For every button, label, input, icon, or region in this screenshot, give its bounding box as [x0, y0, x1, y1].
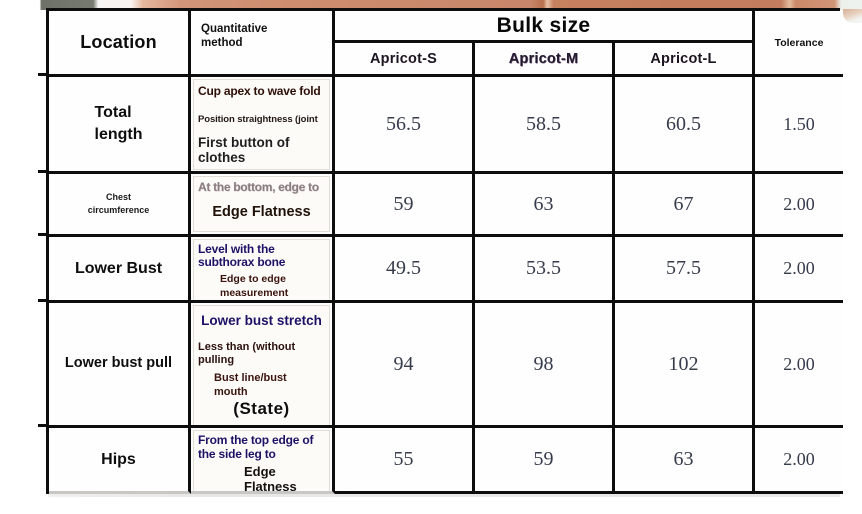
row-label-line: Chest — [105, 191, 131, 202]
column-header-apricot-m: Apricot-M — [475, 43, 615, 77]
value: 98 — [533, 352, 554, 375]
column-header-apricot-l: Apricot-L — [615, 43, 755, 77]
header-label: Location — [80, 32, 157, 52]
method-line: Less than (without pulling — [198, 340, 296, 366]
background-photo-strip — [0, 0, 862, 10]
value: 67 — [673, 192, 694, 215]
column-header-apricot-s: Apricot-S — [335, 43, 475, 77]
method-line: Position straightness (joint — [198, 113, 318, 125]
value-cell: 59 — [475, 428, 615, 494]
value-cell: 102 — [615, 303, 755, 428]
method-label-box: Lower bust stretch Less than (without pu… — [193, 305, 330, 425]
value: 2.00 — [783, 449, 815, 469]
value: 2.00 — [783, 353, 815, 374]
value: 59 — [393, 192, 414, 215]
value-cell: 58.5 — [475, 77, 615, 174]
method-label-box: Cup apex to wave fold Position straightn… — [193, 79, 330, 170]
table-bottom-shadow — [48, 492, 840, 497]
background-photo-corner — [843, 9, 862, 23]
method-label-box: From the top edge of the side leg to Edg… — [193, 430, 330, 494]
value-cell: 98 — [475, 303, 615, 428]
value: 2.00 — [783, 193, 815, 214]
tolerance-cell: 2.00 — [755, 174, 843, 237]
method-cell-lower-bust-pull: Lower bust stretch Less than (without pu… — [191, 303, 335, 428]
value-cell: 59 — [335, 174, 475, 237]
value-cell: 67 — [615, 174, 755, 237]
row-label-line: Hips — [101, 450, 136, 468]
value: 102 — [668, 352, 699, 375]
value: 59 — [533, 448, 554, 470]
border-stub — [38, 424, 48, 427]
value: 57.5 — [666, 257, 701, 279]
row-label-lower-bust: Lower Bust — [49, 237, 191, 303]
method-line: Edge Flatness — [212, 203, 311, 220]
column-header-tolerance: Tolerance — [755, 11, 843, 77]
method-line: Cup apex to wave fold — [198, 84, 321, 98]
value-cell: 63 — [615, 428, 755, 494]
value-cell: 55 — [335, 428, 475, 494]
size-chart-table: Location Quantitative method Bulk size A… — [46, 8, 843, 494]
row-label-line: length — [94, 126, 143, 143]
method-cell-total-length: Cup apex to wave fold Position straightn… — [191, 77, 335, 174]
value-cell: 94 — [335, 303, 475, 428]
value-cell: 60.5 — [615, 77, 755, 174]
row-label-line: circumference — [87, 205, 150, 215]
header-label: Bulk size — [496, 13, 591, 37]
header-label: Apricot-M — [508, 50, 579, 67]
value: 2.00 — [783, 258, 815, 278]
method-line: At the bottom, edge to — [198, 180, 319, 194]
method-line: Edge to edge measurement — [220, 273, 289, 299]
value: 1.50 — [783, 113, 815, 134]
header-label: Apricot-S — [369, 50, 438, 67]
value-cell: 57.5 — [615, 237, 755, 303]
column-header-location: Location — [49, 11, 191, 77]
method-label-box: At the bottom, edge to Edge Flatness — [193, 176, 330, 232]
value: 53.5 — [526, 257, 561, 279]
row-label-line: Total — [94, 104, 132, 122]
row-label-lower-bust-pull: Lower bust pull — [49, 303, 191, 428]
row-label-total-length: Total length — [49, 77, 191, 174]
border-stub — [38, 170, 48, 173]
header-label: Apricot-L — [650, 50, 717, 67]
row-label-line: Lower Bust — [74, 259, 163, 277]
value: 56.5 — [386, 112, 421, 135]
method-cell-chest-circumference: At the bottom, edge to Edge Flatness — [191, 174, 335, 237]
value: 55 — [393, 448, 414, 470]
border-stub — [38, 233, 48, 236]
column-header-method: Quantitative method — [191, 11, 335, 77]
value-cell: 56.5 — [335, 77, 475, 174]
row-label-line: Lower bust pull — [64, 355, 173, 372]
tolerance-cell: 2.00 — [755, 237, 843, 303]
method-cell-lower-bust: Level with the subthorax bone Edge to ed… — [191, 237, 335, 303]
method-line: (State) — [233, 399, 290, 419]
method-line: Edge Flatness — [244, 463, 297, 494]
method-line: Bust line/bust mouth — [214, 371, 287, 398]
value: 60.5 — [666, 112, 701, 135]
border-stub — [38, 73, 48, 76]
value: 63 — [533, 192, 554, 215]
value-cell: 53.5 — [475, 237, 615, 303]
header-label: Quantitative method — [201, 23, 268, 50]
border-stub — [38, 299, 48, 302]
value: 49.5 — [386, 257, 421, 279]
value-cell: 49.5 — [335, 237, 475, 303]
method-line: Level with the subthorax bone — [198, 242, 286, 270]
row-label-hips: Hips — [49, 428, 191, 494]
method-line: Lower bust stretch — [201, 313, 322, 328]
row-label-chest-circumference: Chest circumference — [49, 174, 191, 237]
method-label-box: Level with the subthorax bone Edge to ed… — [193, 239, 330, 300]
tolerance-cell: 1.50 — [755, 77, 843, 174]
value: 58.5 — [526, 112, 561, 135]
value-cell: 63 — [475, 174, 615, 237]
method-line: From the top edge of the side leg to — [198, 433, 314, 461]
method-line: First button of clothes — [198, 134, 290, 166]
method-cell-hips: From the top edge of the side leg to Edg… — [191, 428, 335, 494]
tolerance-cell: 2.00 — [755, 303, 843, 428]
value: 94 — [393, 352, 414, 375]
tolerance-cell: 2.00 — [755, 428, 843, 494]
value: 63 — [673, 448, 694, 470]
header-label: Tolerance — [774, 36, 824, 49]
column-header-bulk-size: Bulk size — [335, 11, 755, 43]
